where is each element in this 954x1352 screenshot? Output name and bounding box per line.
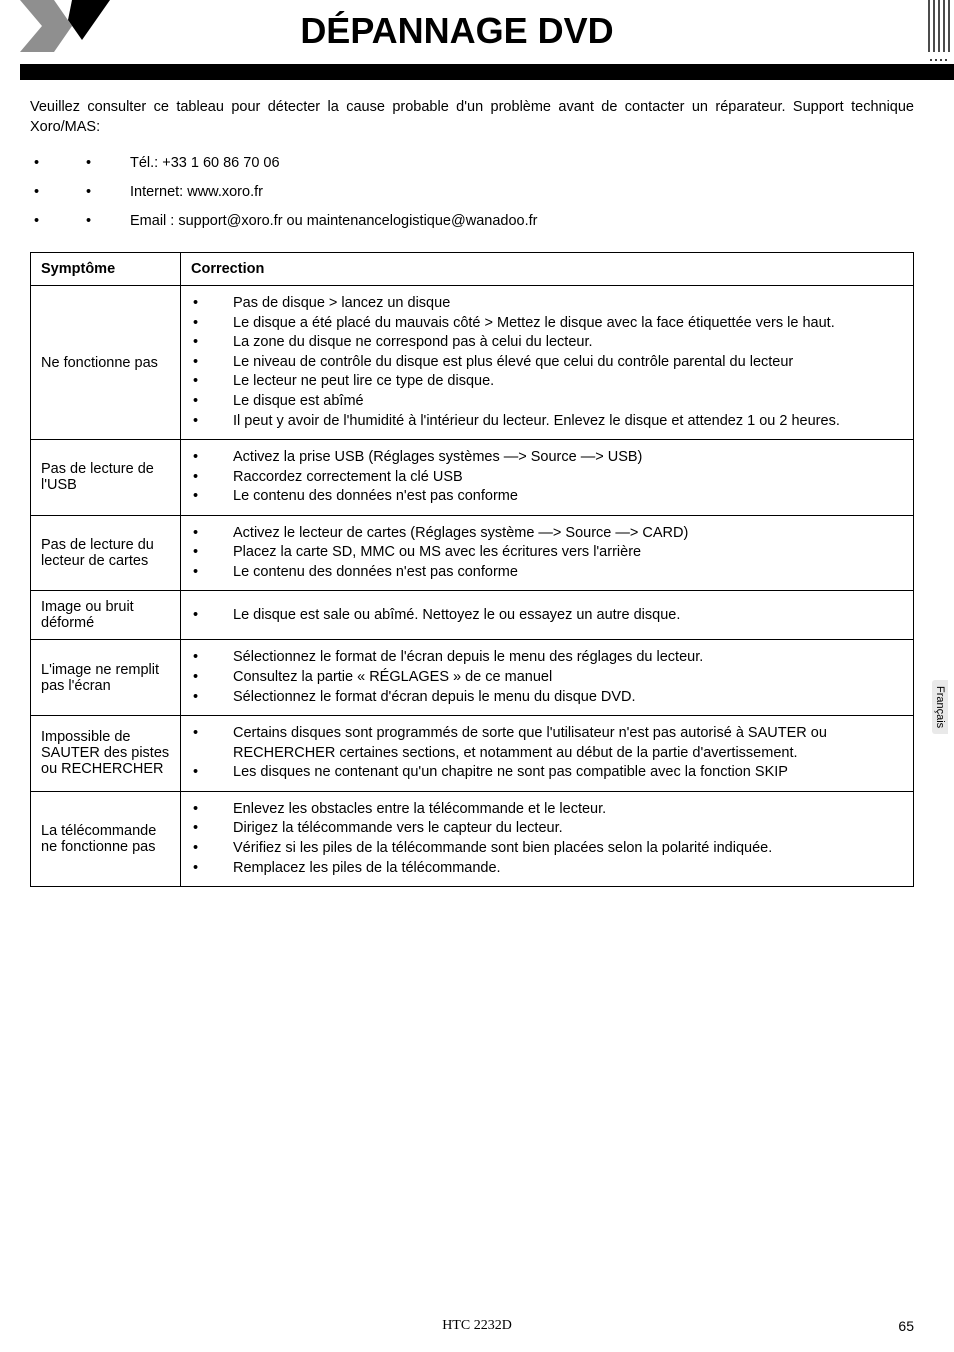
- correction-item: Dirigez la télécommande vers le capteur …: [233, 819, 903, 839]
- language-tab: Français: [932, 680, 948, 734]
- correction-item: Sélectionnez le format de l'écran depuis…: [233, 648, 903, 668]
- correction-item: Sélectionnez le format d'écran depuis le…: [233, 688, 903, 708]
- contact-item: •Internet: www.xoro.fr: [30, 178, 914, 207]
- header-underline: [20, 64, 954, 80]
- col-symptom: Symptôme: [31, 253, 181, 286]
- correction-item: Il peut y avoir de l'humidité à l'intéri…: [233, 412, 903, 432]
- symptom-cell: La télécommande ne fonctionne pas: [31, 791, 181, 886]
- correction-cell: •Pas de disque > lancez un disque •Le di…: [181, 286, 914, 440]
- correction-item: Le contenu des données n'est pas conform…: [233, 487, 903, 507]
- correction-item: Le lecteur ne peut lire ce type de disqu…: [233, 372, 903, 392]
- col-correction: Correction: [181, 253, 914, 286]
- contact-item: •Email : support@xoro.fr ou maintenancel…: [30, 207, 914, 236]
- table-header-row: Symptôme Correction: [31, 253, 914, 286]
- table-row: Image ou bruit déformé •Le disque est sa…: [31, 591, 914, 640]
- correction-item: Placez la carte SD, MMC ou MS avec les é…: [233, 543, 903, 563]
- page-number: 65: [898, 1318, 914, 1334]
- table-row: L'image ne remplit pas l'écran •Sélectio…: [31, 640, 914, 716]
- correction-item: Activez la prise USB (Réglages systèmes …: [233, 448, 903, 468]
- correction-item: Pas de disque > lancez un disque: [233, 294, 903, 314]
- symptom-cell: Pas de lecture du lecteur de cartes: [31, 515, 181, 591]
- correction-item: Remplacez les piles de la télécommande.: [233, 859, 903, 879]
- contact-item: •Tél.: +33 1 60 86 70 06: [30, 149, 914, 178]
- troubleshooting-table: Symptôme Correction Ne fonctionne pas •P…: [30, 252, 914, 887]
- decorative-lines-icon: [926, 0, 954, 120]
- symptom-cell: L'image ne remplit pas l'écran: [31, 640, 181, 716]
- correction-cell: •Certains disques sont programmés de sor…: [181, 716, 914, 792]
- symptom-cell: Ne fonctionne pas: [31, 286, 181, 440]
- correction-item: Le disque a été placé du mauvais côté > …: [233, 314, 903, 334]
- correction-item: Le contenu des données n'est pas conform…: [233, 563, 903, 583]
- correction-item: La zone du disque ne correspond pas à ce…: [233, 333, 903, 353]
- table-row: La télécommande ne fonctionne pas •Enlev…: [31, 791, 914, 886]
- table-row: Pas de lecture du lecteur de cartes •Act…: [31, 515, 914, 591]
- correction-cell: •Enlevez les obstacles entre la télécomm…: [181, 791, 914, 886]
- page-title: DÉPANNAGE DVD: [0, 10, 914, 52]
- correction-item: Le disque est abîmé: [233, 392, 903, 412]
- table-row: Ne fonctionne pas •Pas de disque > lance…: [31, 286, 914, 440]
- table-row: Pas de lecture de l'USB •Activez la pris…: [31, 440, 914, 516]
- correction-item: Le niveau de contrôle du disque est plus…: [233, 353, 903, 373]
- correction-item: Consultez la partie « RÉGLAGES » de ce m…: [233, 668, 903, 688]
- table-row: Impossible de SAUTER des pistes ou RECHE…: [31, 716, 914, 792]
- correction-item: Enlevez les obstacles entre la télécomma…: [233, 800, 903, 820]
- symptom-cell: Impossible de SAUTER des pistes ou RECHE…: [31, 716, 181, 792]
- correction-item: Certains disques sont programmés de sort…: [233, 724, 903, 763]
- symptom-cell: Image ou bruit déformé: [31, 591, 181, 640]
- footer-model: HTC 2232D: [442, 1318, 512, 1333]
- contact-list: •Tél.: +33 1 60 86 70 06 •Internet: www.…: [0, 137, 954, 252]
- correction-item: Activez le lecteur de cartes (Réglages s…: [233, 524, 903, 544]
- correction-item: Les disques ne contenant qu'un chapitre …: [233, 763, 903, 783]
- page-footer: HTC 2232D 65: [0, 1318, 954, 1334]
- symptom-cell: Pas de lecture de l'USB: [31, 440, 181, 516]
- correction-cell: •Activez la prise USB (Réglages systèmes…: [181, 440, 914, 516]
- intro-paragraph: Veuillez consulter ce tableau pour détec…: [0, 90, 954, 137]
- correction-item: Raccordez correctement la clé USB: [233, 468, 903, 488]
- correction-cell: •Sélectionnez le format de l'écran depui…: [181, 640, 914, 716]
- correction-cell: •Activez le lecteur de cartes (Réglages …: [181, 515, 914, 591]
- correction-cell: •Le disque est sale ou abîmé. Nettoyez l…: [181, 591, 914, 640]
- correction-item: Vérifiez si les piles de la télécommande…: [233, 839, 903, 859]
- correction-item: Le disque est sale ou abîmé. Nettoyez le…: [233, 606, 903, 626]
- header-band: DÉPANNAGE DVD: [0, 0, 954, 90]
